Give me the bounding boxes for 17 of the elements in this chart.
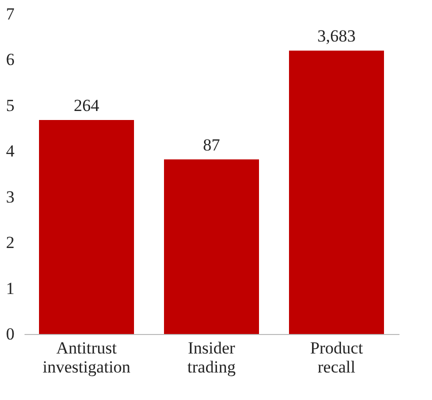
annotation: 3,683 bbox=[317, 26, 356, 46]
y-tick-label: 7 bbox=[6, 4, 15, 24]
y-tick-label: 2 bbox=[6, 233, 14, 252]
bar bbox=[164, 159, 259, 334]
y-tick-label: 1 bbox=[6, 278, 14, 298]
bar bbox=[289, 50, 384, 334]
y-tick-label: 4 bbox=[6, 142, 15, 161]
x-tick-label: Insider trading bbox=[187, 338, 236, 376]
y-tick-label: 6 bbox=[6, 50, 14, 70]
bar bbox=[39, 120, 134, 334]
x-tick-label: Product recall bbox=[310, 338, 364, 376]
y-tick-label: 0 bbox=[6, 324, 14, 344]
annotation: 87 bbox=[203, 135, 220, 154]
y-tick-label: 5 bbox=[6, 96, 14, 115]
y-tick-label: 3 bbox=[6, 187, 14, 206]
annotation: 264 bbox=[74, 96, 100, 116]
x-tick-label: Antitrust investigation bbox=[42, 338, 131, 376]
